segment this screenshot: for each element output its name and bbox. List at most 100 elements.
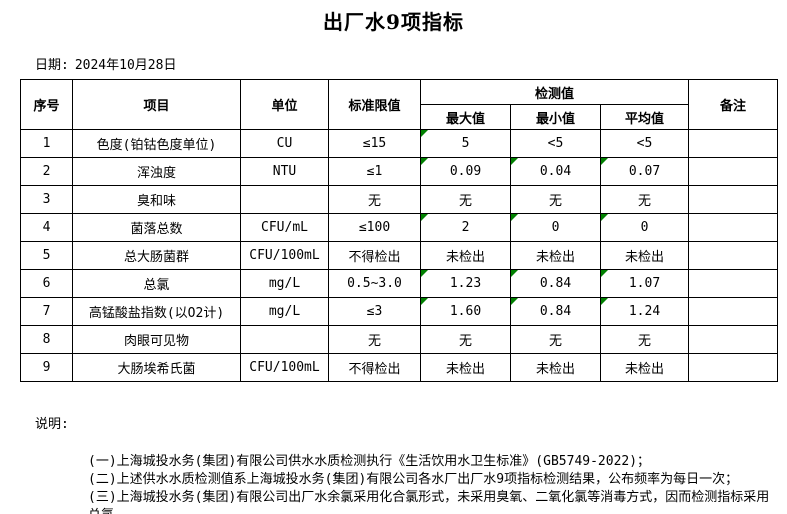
cell-no: 2 [20, 157, 73, 186]
excel-flag-icon [511, 214, 518, 221]
cell-min: 未检出 [510, 353, 601, 382]
cell-value: 无 [638, 334, 652, 349]
cell-avg: 无 [599, 185, 690, 214]
cell-no: 3 [20, 185, 73, 214]
cell-avg: 0.07 [599, 157, 690, 186]
cell-max: 2 [420, 213, 511, 242]
cell-value: 1.23 [449, 276, 482, 291]
cell-remark [688, 129, 779, 158]
cell-remark [688, 213, 779, 242]
table-row: 6 总氯 mg/L 0.5~3.0 1.23 0.84 1.07 [20, 269, 779, 298]
cell-min: <5 [510, 129, 601, 158]
cell-limit: 0.5~3.0 [328, 269, 421, 298]
cell-min: 0.84 [510, 297, 601, 326]
cell-item: 大肠埃希氏菌 [72, 353, 241, 382]
col-header-max: 最大值 [420, 104, 511, 130]
cell-unit: CU [240, 129, 329, 158]
cell-no: 5 [20, 241, 73, 270]
table-row: 8 肉眼可见物 无 无 无 无 [20, 325, 779, 354]
cell-limit: ≤15 [328, 129, 421, 158]
cell-item: 肉眼可见物 [72, 325, 241, 354]
cell-no: 9 [20, 353, 73, 382]
table-row: 7 高锰酸盐指数(以O2计) mg/L ≤3 1.60 0.84 1.24 [20, 297, 779, 326]
notes-label: 说明: [35, 417, 69, 432]
notes-section: 说明: (一)上海城投水务(集团)有限公司供水水质检测执行《生活饮用水卫生标准》… [35, 413, 779, 514]
cell-value: 0 [640, 220, 649, 235]
cell-limit: 无 [328, 325, 421, 354]
header-row-1: 序号 项目 单位 标准限值 检测值 备注 [20, 79, 779, 130]
cell-max: 0.09 [420, 157, 511, 186]
table-row: 9 大肠埃希氏菌 CFU/100mL 不得检出 未检出 未检出 未检出 [20, 353, 779, 382]
excel-flag-icon [421, 158, 428, 165]
cell-unit: CFU/mL [240, 213, 329, 242]
cell-value: 0.84 [539, 276, 572, 291]
cell-max: 1.23 [420, 269, 511, 298]
cell-value: 0.04 [539, 164, 572, 179]
col-header-item: 项目 [72, 79, 241, 130]
cell-value: 未检出 [445, 362, 485, 377]
cell-value: 无 [548, 194, 562, 209]
cell-min: 0 [510, 213, 601, 242]
cell-limit: ≤100 [328, 213, 421, 242]
cell-value: 5 [461, 136, 470, 151]
cell-min: 未检出 [510, 241, 601, 270]
cell-item: 菌落总数 [72, 213, 241, 242]
cell-remark [688, 157, 779, 186]
col-header-avg: 平均值 [599, 104, 690, 130]
cell-avg: 1.07 [599, 269, 690, 298]
cell-item: 浑浊度 [72, 157, 241, 186]
col-header-min: 最小值 [510, 104, 601, 130]
col-header-no: 序号 [20, 79, 73, 130]
col-header-remark: 备注 [688, 79, 779, 130]
cell-unit: mg/L [240, 297, 329, 326]
cell-value: 0.84 [539, 304, 572, 319]
cell-remark [688, 297, 779, 326]
cell-item: 高锰酸盐指数(以O2计) [72, 297, 241, 326]
cell-value: <5 [547, 136, 564, 151]
cell-limit: 不得检出 [328, 353, 421, 382]
cell-value: 0.09 [449, 164, 482, 179]
cell-value: 2 [461, 220, 470, 235]
cell-avg: <5 [599, 129, 690, 158]
cell-value: 未检出 [535, 250, 575, 265]
cell-value: 未检出 [535, 362, 575, 377]
cell-item: 臭和味 [72, 185, 241, 214]
header-row-2: 最大值 最小值 平均值 [21, 104, 778, 130]
cell-limit: 不得检出 [328, 241, 421, 270]
cell-remark [688, 185, 779, 214]
cell-value: 无 [638, 194, 652, 209]
note-item: (三)上海城投水务(集团)有限公司出厂水余氯采用化合氯形式，未采用臭氧、二氧化氯… [88, 490, 770, 514]
cell-remark [688, 353, 779, 382]
cell-remark [688, 241, 779, 270]
cell-max: 未检出 [420, 353, 511, 382]
cell-max: 1.60 [420, 297, 511, 326]
cell-value: 0 [551, 220, 560, 235]
col-header-limit: 标准限值 [328, 79, 421, 130]
cell-no: 4 [20, 213, 73, 242]
col-header-unit: 单位 [240, 79, 329, 130]
excel-flag-icon [421, 270, 428, 277]
cell-unit [240, 325, 329, 354]
cell-min: 无 [510, 185, 601, 214]
page-title: 出厂水9项指标 [323, 10, 464, 34]
cell-avg: 1.24 [599, 297, 690, 326]
cell-max: 无 [420, 325, 511, 354]
cell-unit: CFU/100mL [240, 353, 329, 382]
cell-limit: ≤3 [328, 297, 421, 326]
cell-value: 未检出 [625, 362, 665, 377]
excel-flag-icon [601, 214, 608, 221]
cell-limit: 无 [328, 185, 421, 214]
cell-avg: 未检出 [599, 241, 690, 270]
cell-unit: NTU [240, 157, 329, 186]
table-row: 2 浑浊度 NTU ≤1 0.09 0.04 0.07 [20, 157, 779, 186]
cell-avg: 未检出 [599, 353, 690, 382]
cell-value: 无 [458, 334, 472, 349]
cell-max: 无 [420, 185, 511, 214]
report-date: 日期: 2024年10月28日 [35, 54, 176, 73]
water-quality-table: 序号 项目 单位 标准限值 检测值 备注 最大值 最小值 平均值 1 色度(铂钴… [20, 79, 779, 382]
cell-value: 1.07 [628, 276, 661, 291]
cell-value: 无 [458, 194, 472, 209]
note-item: (二)上述供水水质检测值系上海城投水务(集团)有限公司各水厂出厂水9项指标检测结… [88, 472, 739, 487]
excel-flag-icon [601, 298, 608, 305]
cell-limit: ≤1 [328, 157, 421, 186]
